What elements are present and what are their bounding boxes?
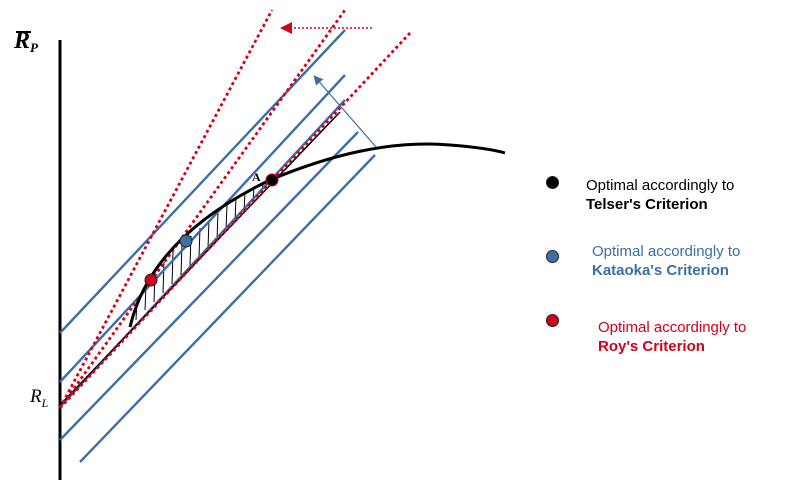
legend-item-telser: Optimal accordingly to Telser's Criterio… bbox=[546, 172, 786, 216]
efficient-frontier-curve bbox=[128, 142, 506, 328]
kataoka-optimal-point bbox=[179, 234, 193, 248]
legend-dot-kataoka bbox=[546, 250, 559, 263]
iso-probability-lines bbox=[59, 29, 376, 463]
legend-text-roy: Optimal accordingly to bbox=[598, 319, 747, 336]
hatched-region bbox=[135, 182, 264, 321]
legend-criterion-kataoka: Kataoka's Criterion bbox=[592, 262, 729, 279]
legend-text-kataoka: Optimal accordingly to bbox=[592, 243, 741, 260]
shift-arrow-blue bbox=[313, 75, 377, 148]
telser-optimal-point bbox=[265, 173, 279, 187]
legend-criterion-telser: Telser's Criterion bbox=[586, 196, 708, 213]
mean-bar bbox=[16, 31, 31, 33]
origin-label: RL bbox=[30, 386, 49, 410]
legend-dot-roy bbox=[546, 314, 559, 327]
legend-item-kataoka: Optimal accordingly to Kataoka's Criteri… bbox=[546, 240, 796, 284]
point-a-label: A bbox=[252, 170, 261, 184]
legend-dot-telser bbox=[546, 176, 559, 189]
legend-criterion-roy: Roy's Criterion bbox=[598, 338, 705, 355]
roy-lines bbox=[58, 9, 412, 409]
legend-text-telser: Optimal accordingly to bbox=[586, 177, 735, 194]
roy-optimal-point bbox=[144, 273, 158, 287]
legend-item-roy: Optimal accordingly to Roy's Criterion bbox=[546, 314, 801, 358]
y-axis-label: RP bbox=[14, 28, 38, 55]
